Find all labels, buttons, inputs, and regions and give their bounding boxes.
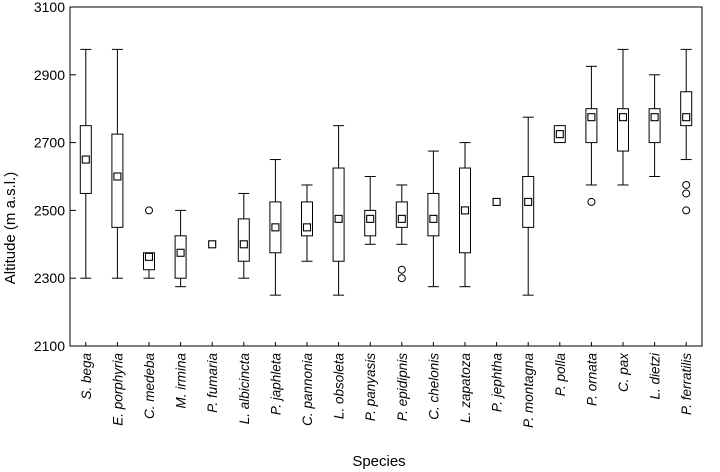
iqr-box [585,108,598,144]
iqr-box [332,167,345,262]
x-tick-label: P. fumaria [205,353,220,413]
box-group [208,240,217,249]
median-marker [208,240,217,249]
box-group [364,176,377,245]
box-group [79,48,92,279]
x-tick-label: C. pax [616,352,631,392]
median-marker [113,172,122,181]
iqr-box [174,235,187,279]
iqr-box [648,108,661,144]
x-tick-label: L. obsoleta [332,353,347,420]
median-marker [460,206,470,215]
x-tick-label: P. japhleta [268,353,283,416]
median-marker [334,214,343,223]
x-tick-label: P. panyasis [363,353,378,421]
median-marker [587,113,596,122]
median-marker [555,130,564,139]
x-tick-label: P. epidipnis [395,353,410,421]
median-marker [492,197,501,206]
iqr-box [617,108,629,152]
box-group [492,197,501,206]
median-marker [366,214,375,223]
x-tick-label: P. polla [553,353,568,397]
y-axis-title: Altitude (m a.s.l.) [2,172,19,285]
x-tick-label: P. montagna [521,353,536,428]
iqr-box [143,252,155,271]
x-tick-label: L. zapatoza [458,353,473,423]
plot-frame [69,6,703,347]
box-group [143,206,155,279]
median-marker [397,214,406,223]
iqr-box [301,201,313,237]
median-marker [239,240,248,249]
x-tick-label: P. ferratilis [679,353,694,415]
box-series [79,48,693,296]
box-group [174,209,187,288]
outlier-point [682,180,691,189]
box-group [237,192,250,279]
outlier-point [682,189,691,198]
median-marker [618,113,628,122]
median-marker [302,223,312,232]
box-group [680,48,693,215]
x-tick-label: E. porphyria [110,353,125,426]
box-group [395,184,408,283]
x-tick-label: P. ornata [584,353,599,407]
x-tick-label: L. albicincta [237,353,252,425]
box-group [459,142,471,288]
box-group [332,125,345,296]
y-tick-label: 2300 [34,270,65,286]
outlier-point [397,274,406,283]
x-tick-label: S. bega [79,353,94,400]
median-marker [271,223,280,232]
iqr-box [364,209,377,237]
median-marker [682,113,691,122]
median-marker [650,113,659,122]
x-tick-label: C. chelonis [426,353,441,420]
box-group [301,184,313,262]
box-group [553,125,566,144]
iqr-box [111,133,124,228]
box-group [585,65,598,206]
iqr-box [395,201,408,228]
y-tick-label: 3100 [34,0,65,15]
median-marker [524,197,533,206]
y-tick-label: 2900 [34,67,65,83]
x-tick-label: C. pannonia [300,353,315,426]
outlier-point [682,206,691,215]
plot-border [69,6,703,347]
y-tick-label: 2700 [34,135,65,151]
x-tick-label: M. irmina [174,353,189,409]
outlier-point [145,206,153,215]
iqr-box [237,218,250,262]
y-axis: 2100 2300 2500 2700 2900 3100 [34,0,76,354]
outlier-point [587,197,596,206]
x-tick-label: L. dietzi [648,352,663,400]
y-tick-label: 2100 [34,338,65,354]
x-axis-title: Species [352,453,405,470]
x-tick-label: C. medeba [142,353,157,420]
median-marker [176,248,185,257]
box-group [522,116,535,296]
box-group [427,150,440,288]
iqr-box [427,192,440,237]
x-axis: S. bega E. porphyria C. medeba M. irmina P. … [79,342,694,428]
y-tick-label: 2500 [34,202,65,218]
box-group [111,48,124,279]
box-group [617,48,629,186]
median-marker [429,214,438,223]
outlier-point [397,265,406,274]
iqr-box [680,91,693,127]
median-marker [144,252,154,261]
box-group [648,74,661,177]
median-marker [81,155,90,164]
box-group [269,159,282,296]
x-tick-label: P. jephtha [490,353,505,413]
